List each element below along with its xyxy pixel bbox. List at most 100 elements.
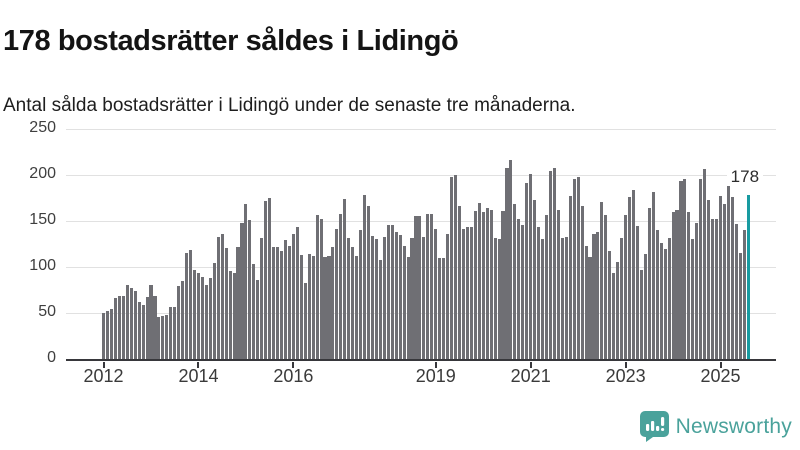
bar [117,296,121,359]
bar [446,233,450,359]
bar [402,245,406,359]
bar [742,230,746,359]
bar [157,316,161,359]
bar [382,236,386,359]
bar [208,278,212,359]
bar [303,282,307,359]
bar [620,238,624,359]
bar [513,203,517,359]
bar [434,229,438,359]
bar [232,272,236,359]
bar [422,236,426,359]
chart-subtitle: Antal sålda bostadsrätter i Lidingö unde… [3,95,576,116]
bar [121,296,125,359]
bar [639,269,643,359]
x-tick-mark [624,361,627,368]
bar [315,215,319,359]
bar [137,301,141,359]
bar [679,180,683,359]
bar [703,168,707,359]
bar [517,219,521,359]
plot-area [66,128,776,368]
x-tick-mark [102,361,105,368]
bar [113,298,117,359]
newsworthy-logo[interactable]: Newsworthy [639,411,792,442]
bar [722,203,727,359]
bar [718,196,723,359]
bar [473,210,477,359]
bar [529,174,533,359]
x-tick-mark [197,361,200,368]
bar [276,246,280,359]
bar [643,254,647,359]
bar [331,246,335,359]
bar [149,285,153,359]
bar [418,216,422,359]
bar [548,171,552,359]
bar [663,248,667,359]
bar [196,272,200,359]
bar [359,230,363,359]
x-tick-label: 2014 [178,366,219,386]
bar [133,290,137,359]
bar [544,215,549,359]
bar [671,211,675,359]
bar [537,226,541,359]
bar [295,226,299,359]
bar [145,297,149,359]
bar [141,304,145,359]
x-tick-label: 2021 [510,366,551,386]
bar [347,238,351,359]
bar [129,288,133,359]
bar [497,239,501,359]
bar [453,175,458,359]
bar [675,209,679,359]
bar [161,315,165,359]
bar [406,256,410,359]
bar [695,222,699,359]
bar [469,227,473,359]
bar [105,311,110,359]
bar [339,213,343,359]
bar [153,296,157,359]
bar [177,286,181,359]
bar [165,314,169,359]
bar [378,259,382,359]
bar [533,199,537,359]
bar [711,219,715,359]
bar [738,253,742,359]
x-tick-mark [434,361,437,368]
bar [204,285,208,359]
bar [596,232,600,359]
bar [102,313,106,359]
bar [521,224,525,359]
x-tick-mark [292,361,295,368]
bar [465,226,469,359]
highlighted-bar [746,195,750,359]
bar [236,246,240,359]
bar [576,176,580,359]
bar [248,220,252,359]
bar [556,209,560,359]
bar [189,249,193,359]
bar [109,309,113,359]
bar [624,214,628,359]
bar [707,199,711,359]
bar [287,245,291,359]
bar [343,198,347,359]
bar [386,224,390,359]
bar [398,234,402,359]
bar [363,195,367,359]
bar [501,210,505,359]
bar [410,237,414,359]
x-tick-label: 2025 [700,366,741,386]
bar [181,280,185,359]
bar [525,183,529,359]
bar [635,225,640,359]
x-tick-label: 2019 [415,366,456,386]
bar [655,230,659,359]
bar [185,253,189,359]
bar [327,255,331,359]
bar [200,277,204,359]
last-value-annotation: 178 [726,168,764,187]
